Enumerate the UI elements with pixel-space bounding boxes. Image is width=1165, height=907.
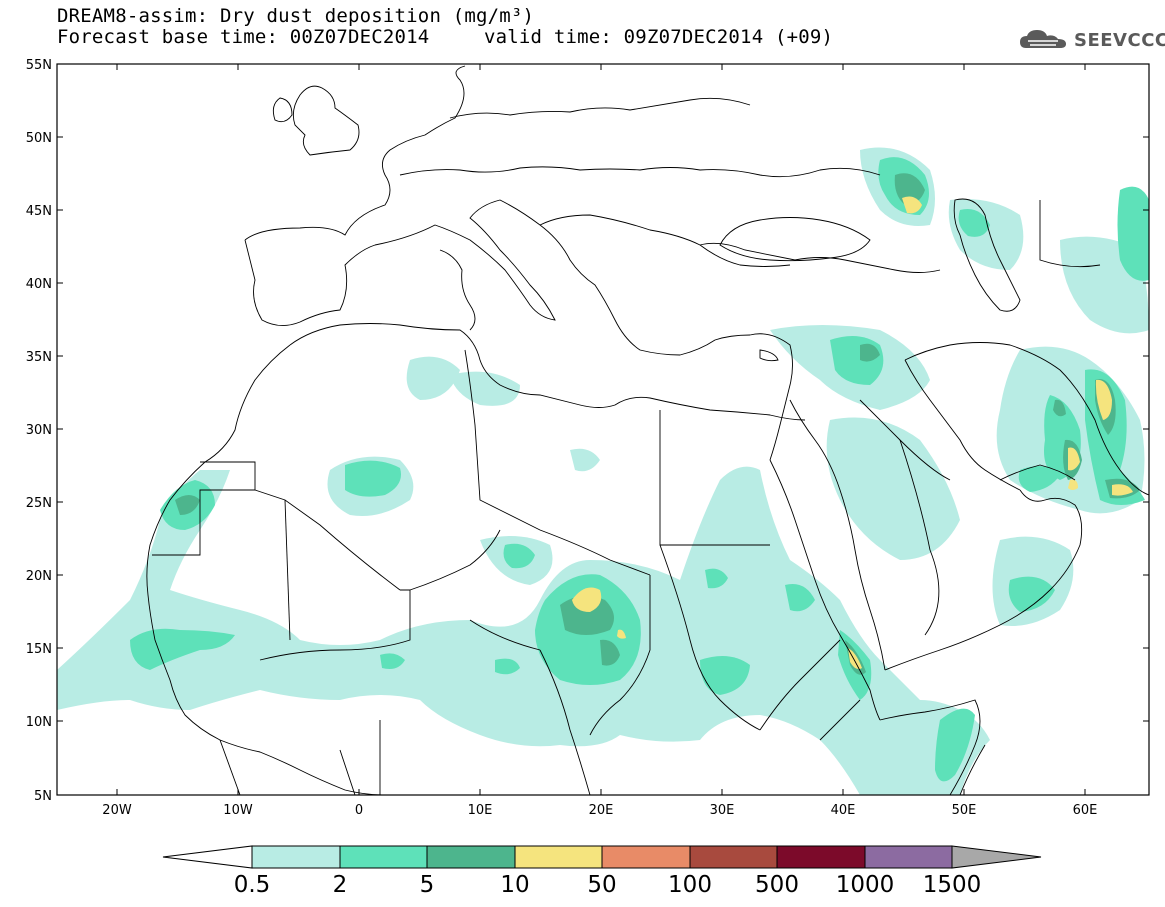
- lon-label: 20W: [102, 803, 132, 818]
- lat-label: 55N: [26, 58, 52, 73]
- lat-label: 40N: [26, 277, 52, 292]
- lat-label: 50N: [26, 131, 52, 146]
- forecast-base-time: Forecast base time: 00Z07DEC2014: [57, 26, 430, 48]
- colorbar-label: 1500: [923, 872, 982, 898]
- colorbar-swatch: [776, 845, 866, 869]
- colorbar-swatch: [514, 845, 603, 869]
- dust-field: [57, 147, 1149, 795]
- valid-time: valid time: 09Z07DEC2014 (+09): [484, 26, 834, 48]
- colorbar-max-arrow: [951, 845, 1042, 869]
- map-title: DREAM8-assim: Dry dust deposition (mg/m³…: [57, 5, 535, 27]
- colorbar-label: 10: [500, 872, 529, 898]
- colorbar: 0.5 2 5 10 50 100 500 1000 1500: [162, 845, 1042, 898]
- dust-level-medium: [130, 157, 1149, 782]
- logo-text: SEEVCCC: [1074, 29, 1165, 51]
- lon-label: 60E: [1073, 803, 1098, 818]
- lat-label: 15N: [26, 642, 52, 657]
- cloud-icon: [1020, 30, 1066, 48]
- colorbar-swatch: [251, 845, 341, 869]
- colorbar-swatch: [864, 845, 953, 869]
- lat-label: 10N: [26, 715, 52, 730]
- lat-axis: 55N 50N 45N 40N 35N 30N 25N 20N 15N 10N …: [26, 58, 1149, 804]
- seevccc-logo: SEEVCCC: [1018, 28, 1165, 52]
- colorbar-label: 100: [668, 872, 712, 898]
- lon-label: 10E: [468, 803, 493, 818]
- lat-label: 45N: [26, 204, 52, 219]
- dust-level-high: [572, 196, 1133, 670]
- lon-label: 20E: [589, 803, 614, 818]
- lon-label: 0: [355, 803, 363, 818]
- colorbar-min-arrow: [162, 845, 253, 869]
- lon-label: 10W: [223, 803, 253, 818]
- lat-label: 25N: [26, 496, 52, 511]
- colorbar-label: 0.5: [234, 872, 271, 898]
- lon-axis: 20W 10W 0 10E 20E 30E 40E 50E 60E: [102, 64, 1097, 818]
- lon-label: 40E: [831, 803, 856, 818]
- colorbar-label: 50: [587, 872, 616, 898]
- colorbar-label: 2: [333, 872, 348, 898]
- colorbar-label: 500: [755, 872, 799, 898]
- colorbar-label: 1000: [836, 872, 895, 898]
- colorbar-swatch: [426, 845, 516, 869]
- lon-label: 50E: [952, 803, 977, 818]
- colorbar-swatch: [339, 845, 428, 869]
- lat-label: 35N: [26, 350, 52, 365]
- lon-label: 30E: [710, 803, 735, 818]
- coastlines-borders: [146, 65, 1149, 795]
- colorbar-swatch: [689, 845, 778, 869]
- colorbar-label: 5: [420, 872, 435, 898]
- lat-label: 20N: [26, 569, 52, 584]
- colorbar-swatch: [601, 845, 691, 869]
- dust-level-light: [57, 147, 1149, 795]
- lat-label: 30N: [26, 423, 52, 438]
- lat-label: 5N: [34, 789, 52, 804]
